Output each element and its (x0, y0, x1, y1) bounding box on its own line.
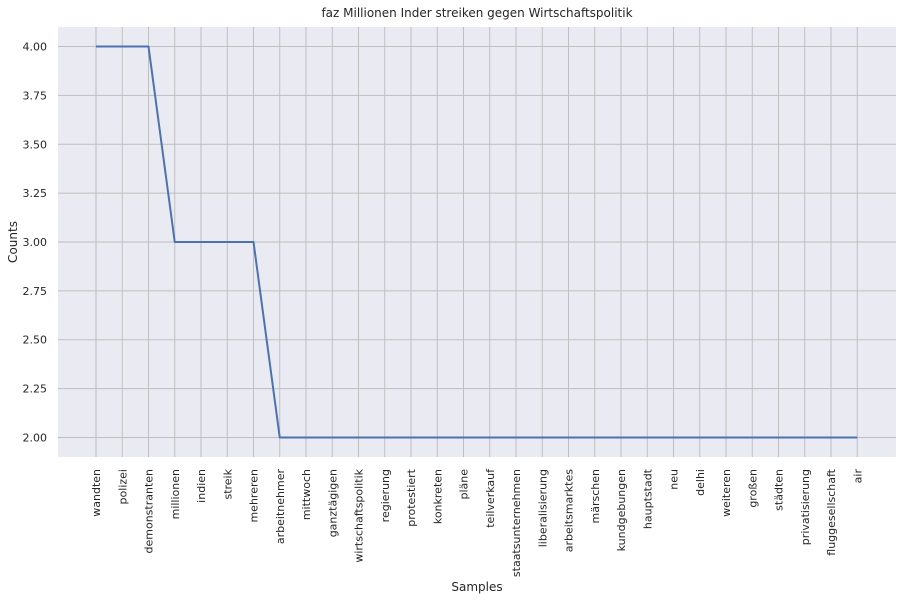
x-tick-label: millionen (169, 469, 182, 519)
y-tick-label: 3.00 (23, 236, 48, 249)
x-tick-label: arbeitsmarktes (563, 469, 576, 553)
y-tick-label: 4.00 (23, 41, 48, 54)
grid (58, 27, 896, 457)
x-tick-label: staatsunternehmen (510, 469, 523, 577)
x-tick-label: regierung (379, 469, 392, 522)
x-tick-label: ganztägigen (326, 469, 339, 537)
x-tick-label: streik (221, 468, 234, 499)
series-line-layer (95, 45, 858, 439)
x-tick-label: indien (195, 469, 208, 503)
x-tick-label: mittwoch (300, 469, 313, 520)
y-tick-label: 2.50 (23, 334, 48, 347)
x-tick-label: weiteren (720, 469, 733, 517)
x-tick-label: polizei (116, 469, 129, 504)
x-tick-label: privatisierung (799, 469, 812, 545)
x-tick-label: pläne (458, 469, 471, 500)
x-tick-label: neu (668, 469, 681, 490)
x-tick-label: kundgebungen (615, 469, 628, 551)
x-tick-label: hauptstadt (641, 468, 654, 529)
chart-title: faz Millionen Inder streiken gegen Wirts… (321, 6, 632, 20)
x-tick-label: märschen (589, 469, 602, 523)
y-tick-label: 3.75 (23, 89, 48, 102)
x-tick-label: arbeitnehmer (274, 469, 287, 545)
x-tick-label: wirtschaftspolitik (353, 468, 366, 562)
x-axis-label: Samples (451, 580, 502, 594)
y-axis: 2.00 2.25 2.50 2.75 3.00 3.25 3.50 3.75 4.00 (23, 41, 48, 445)
x-tick-label: mehreren (248, 469, 261, 523)
x-tick-label: wandten (90, 469, 103, 517)
x-tick-label: konkreten (431, 469, 444, 524)
x-tick-label: fluggesellschaft (825, 468, 838, 555)
y-tick-label: 2.00 (23, 431, 48, 444)
x-tick-label: städten (773, 469, 786, 511)
x-tick-label: protestiert (405, 468, 418, 526)
y-tick-label: 3.25 (23, 187, 48, 200)
x-tick-label: teilverkauf (484, 468, 497, 528)
x-tick-label: air (851, 469, 864, 484)
y-axis-label: Counts (6, 221, 20, 263)
x-tick-label: delhi (694, 469, 707, 496)
y-tick-label: 2.75 (23, 285, 48, 298)
x-tick-label: demonstranten (143, 469, 156, 554)
y-tick-label: 3.50 (23, 138, 48, 151)
series-line (96, 45, 858, 439)
x-tick-label: großen (746, 469, 759, 508)
x-axis: wandten polizei demonstranten millionen indi… (90, 468, 864, 577)
x-tick-label: liberalisierung (536, 469, 549, 547)
y-tick-label: 2.25 (23, 383, 48, 396)
